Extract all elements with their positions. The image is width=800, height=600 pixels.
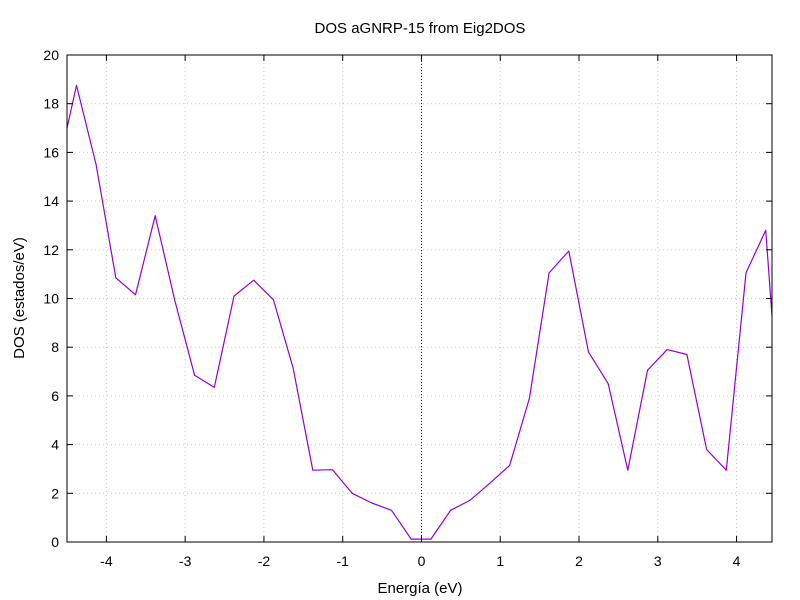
x-tick-label: 2 (575, 553, 583, 569)
x-axis-label: Energía (eV) (377, 580, 462, 597)
x-tick-label: 3 (654, 553, 662, 569)
y-tick-label: 20 (43, 47, 59, 63)
x-tick-label: 1 (496, 553, 504, 569)
y-tick-label: 12 (43, 242, 59, 258)
x-tick-label: -1 (336, 553, 349, 569)
dos-series-line (66, 84, 773, 540)
y-tick-label: 0 (51, 534, 59, 550)
grid (67, 54, 772, 543)
y-tick-label: 16 (43, 144, 59, 160)
x-tick-label: 0 (418, 553, 426, 569)
y-axis-label: DOS (estados/eV) (11, 237, 28, 359)
y-tick-label: 14 (43, 193, 59, 209)
x-tick-label: 4 (733, 553, 741, 569)
chart-title: DOS aGNRP-15 from Eig2DOS (315, 20, 526, 37)
y-tick-label: 2 (51, 485, 59, 501)
y-tick-label: 8 (51, 339, 59, 355)
y-tick-label: 4 (51, 437, 59, 453)
y-tick-label: 6 (51, 388, 59, 404)
y-tick-label: 18 (43, 96, 59, 112)
x-tick-label: -3 (179, 553, 192, 569)
x-tick-label: -2 (258, 553, 271, 569)
series-layer (66, 84, 773, 540)
y-tick-label: 10 (43, 291, 59, 307)
x-tick-label: -4 (100, 553, 113, 569)
